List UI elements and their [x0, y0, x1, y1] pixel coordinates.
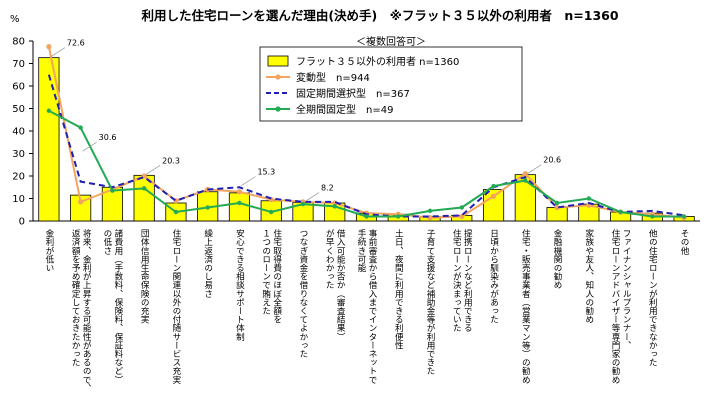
category-label: 繰上返済のし易さ	[203, 228, 213, 298]
category-label: その他	[679, 229, 689, 256]
line-point	[110, 188, 115, 193]
line-point	[681, 214, 687, 219]
line-point	[78, 199, 84, 205]
category-label: 安心できる相談サポート体制	[234, 228, 244, 341]
bar	[38, 57, 60, 222]
bar	[482, 189, 505, 222]
line-point	[141, 186, 147, 191]
category-label: 金融機関の勧め	[552, 228, 562, 290]
line-point	[300, 201, 306, 207]
data-label: 72.6	[67, 39, 85, 48]
bar	[228, 192, 251, 222]
chart-title: 利用した住宅ローンを選んだ理由(決め手) ※フラット３５以外の利用者 n=136…	[141, 8, 618, 23]
y-tick-label: 60	[12, 82, 25, 93]
category-label: 子育て支援など補助金等が利用できた	[425, 229, 435, 376]
y-ticks: 0 10 20 30 40 50 60 70 80	[12, 37, 33, 228]
legend-title: ＜複数回答可＞	[356, 35, 426, 48]
data-label-leader	[304, 192, 320, 202]
y-tick-label: 50	[12, 104, 25, 115]
line-series	[46, 44, 687, 221]
data-label: 20.3	[162, 156, 180, 165]
data-labels: 72.6 30.6 20.3 15.3 8.2 20.6	[50, 39, 561, 202]
category-label: 団体信用生命保険の充実	[139, 229, 149, 325]
legend-label: フラット３５以外の利用者 n=1360	[296, 56, 459, 68]
y-tick-label: 10	[12, 194, 25, 205]
line-point	[205, 205, 210, 210]
y-axis-label: %	[10, 14, 20, 25]
line-point	[46, 44, 52, 50]
line-point	[490, 193, 497, 199]
legend-marker	[275, 74, 281, 80]
category-label: 他の住宅ローンが利用できなかった	[647, 228, 657, 367]
category-label: 事前審査から借入までインターネットで	[367, 228, 377, 384]
category-label: １つのローンで賄えた	[261, 229, 271, 315]
data-label-leader	[82, 141, 97, 152]
y-tick-label: 0	[19, 217, 25, 228]
category-label: 土日、夜間に利用できる利便性	[393, 228, 403, 351]
legend-box	[259, 46, 523, 122]
line-point	[332, 204, 337, 209]
line-point	[78, 125, 83, 130]
category-label: 家族や友人、知人の勧め	[584, 228, 594, 324]
category-label: 住宅ローンアドバイザー等専門家の勧め	[610, 228, 620, 384]
legend-label: 変動型 n=944	[296, 71, 370, 84]
line-point	[554, 200, 560, 206]
line-point	[650, 214, 655, 219]
category-label: 住宅ローンが決まっていた	[451, 228, 461, 333]
category-label: 提携ローンなど利用できる	[462, 229, 472, 333]
data-label-leader	[527, 164, 542, 174]
category-labels: 金利が低い 将来、金利が上昇する可能性があるので、返済額を予め確定しておきたかった…	[44, 228, 690, 393]
y-tick-label: 30	[12, 149, 25, 160]
category-label: 諸費用（手数料、保険料、保証料など）	[113, 228, 123, 384]
category-label: 手続き可能	[356, 228, 366, 273]
category-label: 住宅取得費のほぼ全額を	[272, 228, 282, 324]
line-point	[269, 209, 274, 215]
y-tick-label: 20	[12, 172, 25, 183]
category-label: 住宅・販売事業者（営業マン等）の勧め	[520, 228, 530, 384]
line-point	[618, 209, 623, 215]
category-label: つなぎ資金を借りなくてよかった	[298, 229, 308, 358]
data-label: 30.6	[99, 133, 117, 142]
line-point	[491, 183, 496, 189]
series-line	[47, 74, 685, 218]
category-label: 返済額を予め確定しておきたかった	[70, 228, 80, 367]
y-tick-label: 70	[12, 59, 25, 70]
data-label-leader	[241, 176, 256, 186]
line-point	[459, 205, 464, 210]
category-label: の低さ	[102, 229, 112, 255]
line-point	[173, 209, 179, 215]
line-point	[46, 108, 52, 113]
legend: ＜複数回答可＞ フラット３５以外の利用者 n=1360 変動型 n=944 固定期間…	[259, 35, 523, 122]
data-label-leader	[50, 47, 66, 57]
data-label: 15.3	[257, 168, 275, 177]
line-point	[523, 178, 528, 183]
line-point	[396, 214, 401, 219]
y-tick-label: 80	[12, 37, 25, 48]
line-point	[522, 171, 528, 177]
y-tick-label: 40	[12, 127, 25, 138]
bar	[70, 194, 92, 222]
line-point	[554, 204, 560, 211]
category-label: ファイナンシャルプランナー、	[621, 229, 631, 349]
data-label: 8.2	[321, 184, 334, 193]
data-label-leader	[145, 165, 161, 175]
category-label: 将来、金利が上昇する可能性があるので、	[81, 229, 91, 393]
category-label: 借入可能か否か（審査結果）	[335, 228, 345, 341]
legend-swatch	[267, 55, 289, 67]
category-label: が早くわかった	[324, 228, 334, 290]
line-point	[586, 196, 592, 201]
line-point	[427, 208, 433, 214]
legend-marker	[275, 106, 281, 112]
line-point	[237, 200, 242, 206]
legend-label: 全期間固定型 n=49	[296, 103, 393, 116]
category-label: 日頃から馴染みがあった	[489, 229, 499, 324]
line-point	[364, 214, 369, 219]
legend-label: 固定期間選択型 n=367	[296, 87, 410, 100]
category-label: 住宅ローン関連以外の付随サービス充実	[171, 228, 181, 385]
line-point	[236, 189, 243, 195]
category-label: 金利が低い	[44, 228, 54, 272]
data-label: 20.6	[543, 156, 561, 165]
